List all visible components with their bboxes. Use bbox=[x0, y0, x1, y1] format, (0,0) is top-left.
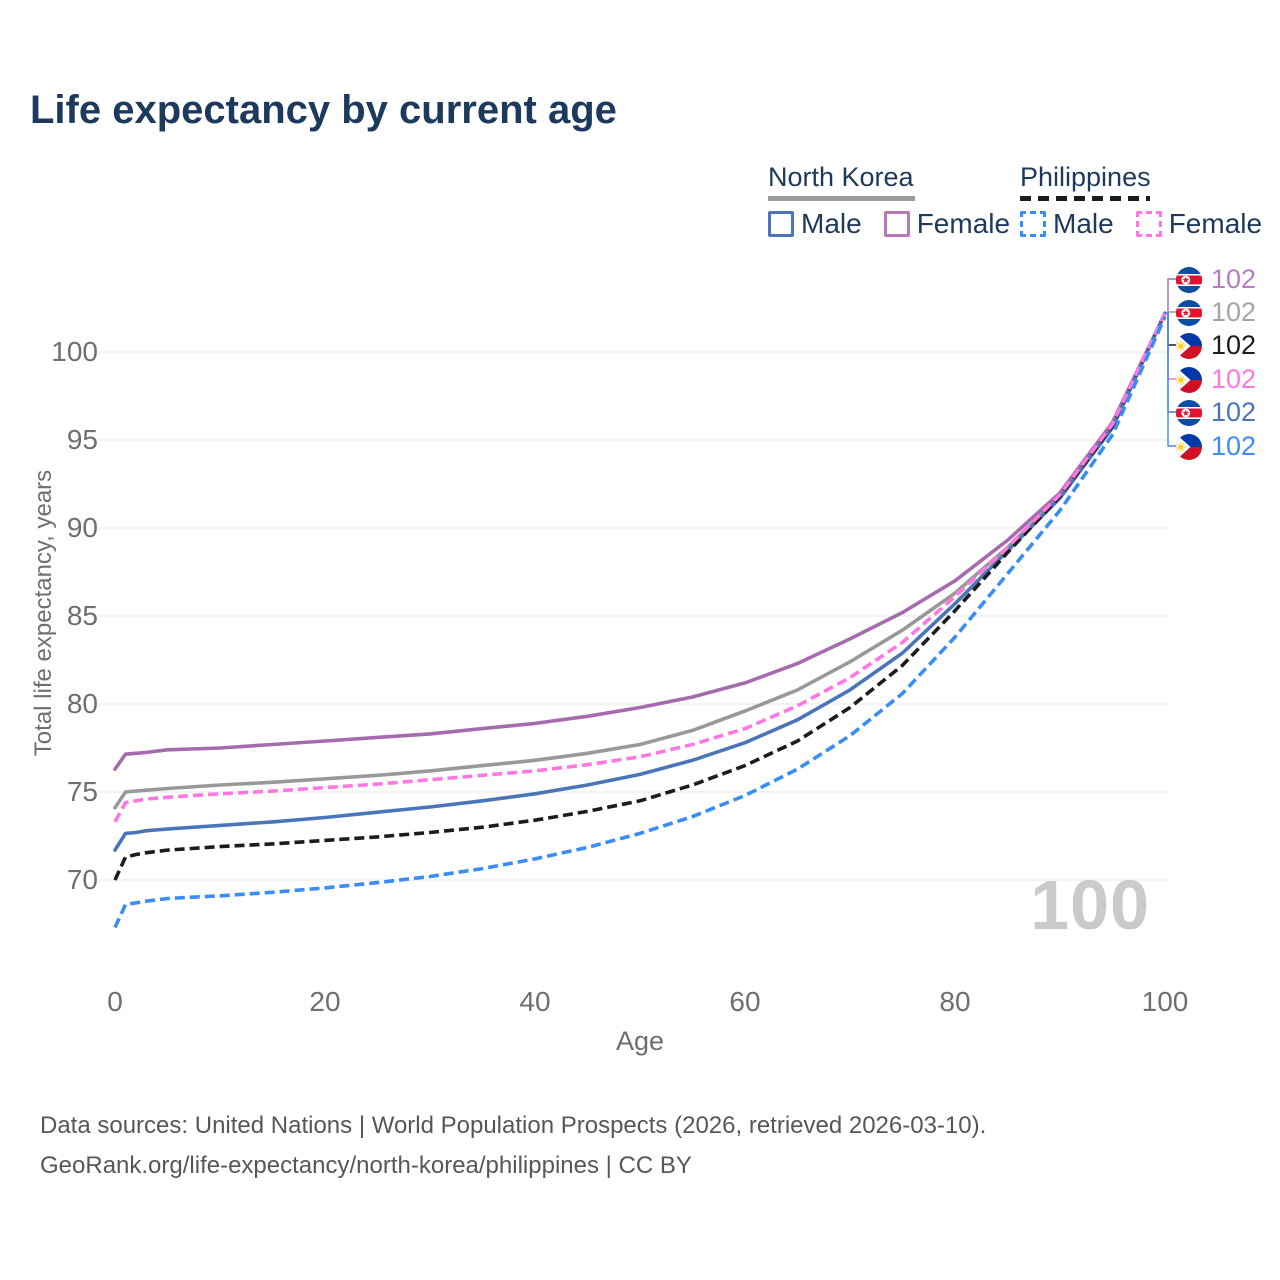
legend-swatch-philippines-male bbox=[1020, 211, 1046, 237]
legend-underline-north-korea bbox=[768, 196, 915, 201]
y-tick-85: 85 bbox=[66, 600, 98, 631]
legend-item-philippines-male[interactable]: Male bbox=[1020, 210, 1114, 238]
end-value-ph-female: 102 bbox=[1211, 364, 1257, 394]
end-label-nk-male: 102 bbox=[1176, 399, 1256, 426]
end-value-nk-female: 102 bbox=[1211, 264, 1257, 294]
x-tick-40: 40 bbox=[519, 986, 551, 1017]
series-line-ph-male[interactable] bbox=[113, 316, 1167, 929]
legend-country-north-korea[interactable]: North Korea bbox=[768, 162, 914, 192]
north-korea-flag-icon bbox=[1176, 299, 1202, 326]
end-value-nk-total: 102 bbox=[1211, 297, 1257, 327]
leader-line-ph-male bbox=[1165, 312, 1177, 447]
y-tick-95: 95 bbox=[66, 424, 98, 455]
leader-line-nk-male bbox=[1165, 312, 1177, 413]
x-tick-0: 0 bbox=[107, 986, 123, 1017]
y-tick-70: 70 bbox=[66, 864, 98, 895]
end-value-ph-male: 102 bbox=[1211, 431, 1257, 461]
north-korea-flag-icon bbox=[1176, 399, 1202, 426]
legend-group-philippines: Philippines Male Female bbox=[1020, 162, 1262, 238]
end-label-nk-total: 102 bbox=[1176, 299, 1256, 326]
legend-swatch-north-korea-female bbox=[883, 211, 910, 237]
y-tick-90: 90 bbox=[66, 512, 98, 543]
x-tick-100: 100 bbox=[1141, 986, 1189, 1017]
end-value-ph-total: 102 bbox=[1211, 330, 1257, 360]
x-tick-60: 60 bbox=[729, 986, 761, 1017]
x-tick-80: 80 bbox=[939, 986, 971, 1017]
philippines-flag-icon bbox=[1176, 366, 1202, 393]
attribution-line: GeoRank.org/life-expectancy/north-korea/… bbox=[40, 1152, 692, 1179]
y-tick-80: 80 bbox=[66, 688, 98, 719]
legend-item-north-korea-male[interactable]: Male bbox=[768, 210, 862, 238]
x-axis-title: Age bbox=[615, 1026, 665, 1056]
end-label-ph-male: 102 bbox=[1176, 433, 1256, 460]
data-source-line: Data sources: United Nations | World Pop… bbox=[40, 1112, 987, 1139]
philippines-flag-icon bbox=[1176, 332, 1202, 359]
series-line-nk-total[interactable] bbox=[113, 311, 1167, 810]
legend-item-philippines-female[interactable]: Female bbox=[1135, 210, 1262, 238]
end-value-nk-male: 102 bbox=[1211, 397, 1257, 427]
end-label-ph-female: 102 bbox=[1176, 366, 1256, 393]
end-label-nk-female: 102 bbox=[1176, 266, 1256, 293]
series-line-nk-male[interactable] bbox=[113, 311, 1167, 852]
age-watermark: 100 bbox=[1030, 866, 1150, 944]
legend-group-north-korea: North Korea Male Female bbox=[768, 162, 1010, 238]
footer: Data sources: United Nations | World Pop… bbox=[40, 1106, 986, 1186]
north-korea-flag-icon bbox=[1176, 266, 1202, 293]
y-tick-100: 100 bbox=[51, 336, 98, 367]
legend-underline-philippines bbox=[1020, 196, 1150, 201]
legend-country-philippines[interactable]: Philippines bbox=[1020, 162, 1151, 192]
page-title: Life expectancy by current age bbox=[30, 88, 617, 132]
end-label-ph-total: 102 bbox=[1176, 332, 1256, 359]
legend-swatch-north-korea-male bbox=[768, 211, 794, 237]
legend-swatch-philippines-female bbox=[1135, 211, 1162, 237]
y-tick-75: 75 bbox=[66, 776, 98, 807]
series-line-ph-total[interactable] bbox=[113, 312, 1167, 881]
y-axis-title: Total life expectancy, years bbox=[30, 469, 57, 757]
philippines-flag-icon bbox=[1176, 433, 1202, 460]
legend-item-north-korea-female[interactable]: Female bbox=[883, 210, 1010, 238]
series-line-ph-female[interactable] bbox=[113, 312, 1167, 823]
series-line-nk-female[interactable] bbox=[113, 311, 1167, 771]
x-tick-20: 20 bbox=[309, 986, 341, 1017]
